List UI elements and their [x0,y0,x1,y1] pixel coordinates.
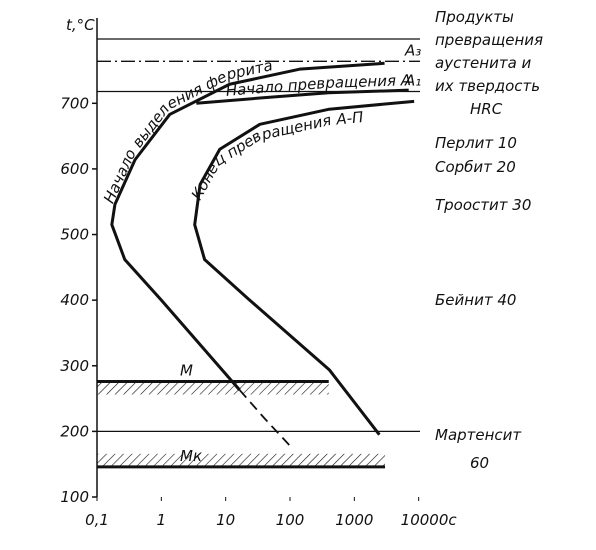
products-title: превращения [435,31,543,49]
curve [196,88,409,105]
level-label: M [180,362,193,380]
level-label: A₁ [404,71,421,89]
products-title: HRC [470,100,503,118]
curve [238,389,291,447]
products: Продукты превращения аустенита и их твердос… [435,8,543,472]
product-item: Сорбит 20 [435,158,516,176]
y-tick-label: 200 [60,422,89,440]
y-axis-label: t,°C [66,16,95,34]
x-tick-label: 10000c [401,511,458,529]
y-tick-label: 500 [60,226,89,244]
label-path [195,117,414,240]
products-title: их твердость [435,77,540,95]
y-tick-label: 700 [60,94,89,112]
y-tick-label: 600 [60,160,89,178]
product-item: Бейнит 40 [435,291,516,309]
product-item: Перлит 10 [435,134,517,152]
level-label: A₃ [404,41,421,59]
y-tick-label: 300 [60,357,89,375]
x-tick-label: 10 [216,511,235,529]
x-tick-label: 1 [157,511,167,529]
products-title: аустенита и [435,54,532,72]
y-tick-label: 100 [60,488,89,506]
product-item: 60 [470,454,489,472]
hatch-band [97,381,329,395]
y-tick-label: 400 [60,291,89,309]
x-tick-label: 100 [276,511,305,529]
product-item: Троостит 30 [435,196,531,214]
product-item: Мартенсит [435,426,522,444]
curve [193,99,415,436]
x-tick-label: 1000 [335,511,373,529]
hatch-band [97,453,386,467]
level-label: Mк [180,447,202,465]
x-tick-label: 0,1 [85,511,109,529]
products-title: Продукты [435,8,514,26]
curve [110,61,385,392]
